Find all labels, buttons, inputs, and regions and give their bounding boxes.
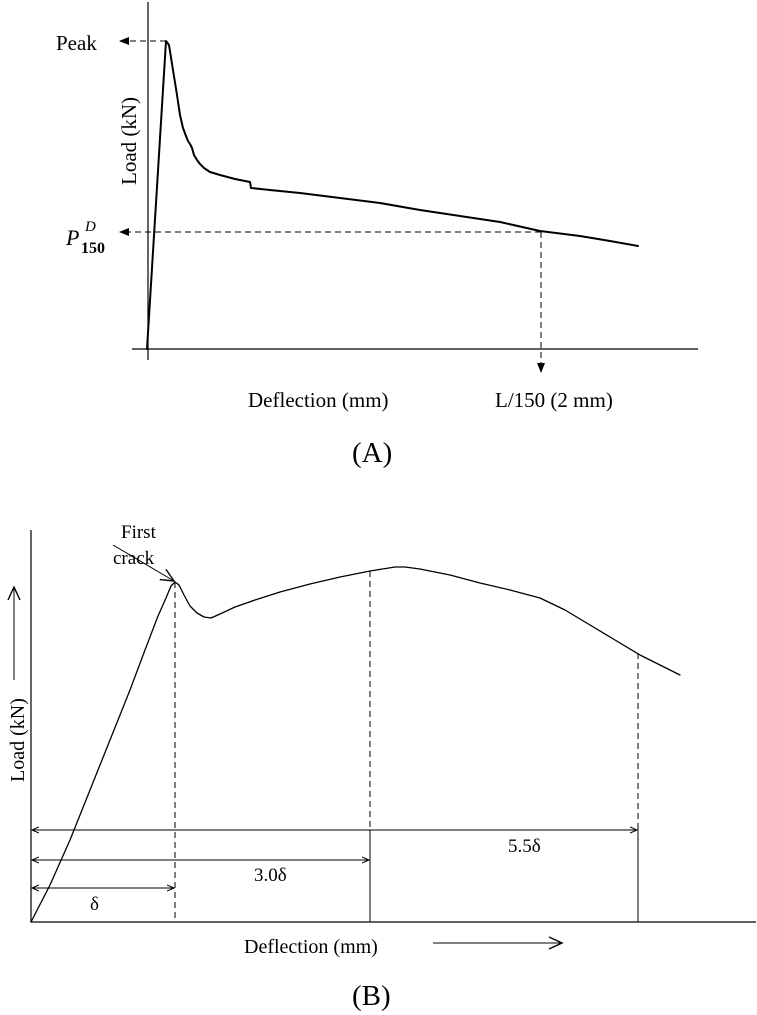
panel-a-x-axis-label: Deflection (mm) — [248, 388, 389, 412]
dim-label-3-0-delta: 3.0δ — [254, 865, 287, 886]
panel-a: Peak P D 150 Load (kN) Deflection (mm) L… — [56, 2, 698, 469]
panel-a-y-axis-label: Load (kN) — [117, 97, 141, 185]
panel-a-load-curve — [146, 40, 639, 350]
l150-label: L/150 (2 mm) — [495, 388, 613, 412]
p150-label: P — [65, 225, 79, 250]
p150-subscript: 150 — [81, 240, 105, 257]
panel-b: First crack 5.5δ 3.0δ δ Load (kN) Deflec… — [7, 522, 756, 1012]
p150-symbol: P — [65, 225, 79, 250]
first-crack-label-line1: First — [121, 522, 157, 543]
p150-superscript: D — [84, 219, 96, 235]
dim-label-5-5-delta: 5.5δ — [508, 836, 541, 857]
peak-label: Peak — [56, 31, 97, 55]
first-crack-arrow — [112, 544, 176, 582]
panel-b-x-axis-label: Deflection (mm) — [244, 936, 378, 958]
panel-b-y-axis-label: Load (kN) — [7, 698, 29, 782]
panel-b-caption: (B) — [352, 980, 391, 1012]
dim-label-delta: δ — [90, 894, 99, 915]
panel-b-load-curve — [30, 566, 681, 923]
panel-a-caption: (A) — [352, 437, 392, 469]
